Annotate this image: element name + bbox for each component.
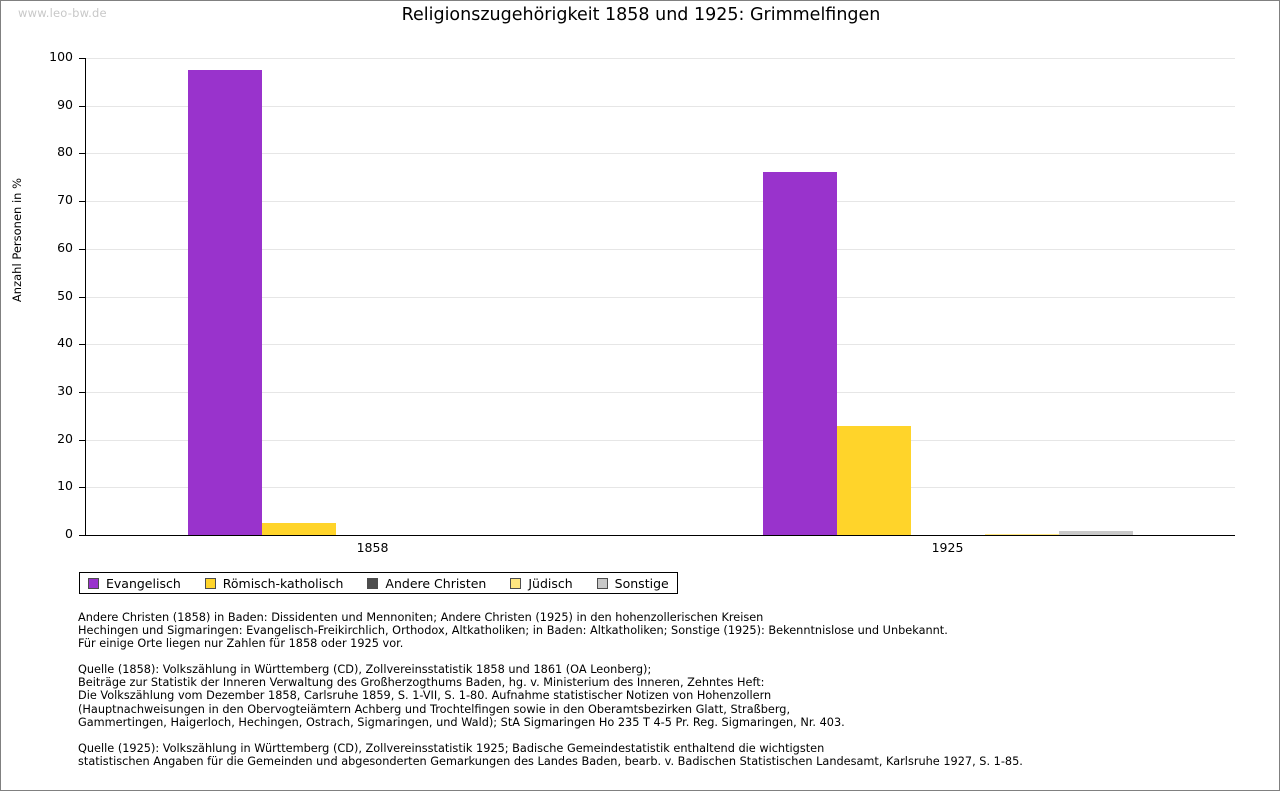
y-axis-title: Anzahl Personen in % xyxy=(10,177,24,303)
bar-1925-r-misch-katholisch[interactable] xyxy=(836,425,911,535)
footnote-line: Beiträge zur Statistik der Inneren Verwa… xyxy=(78,676,765,690)
gridline xyxy=(86,487,1235,489)
gridline xyxy=(86,439,1235,441)
tick-mark xyxy=(79,344,85,346)
y-axis-line xyxy=(85,58,86,535)
watermark-leo-bw: www.leo-bw.de xyxy=(18,6,107,20)
y-tick-label: 70 xyxy=(57,192,73,208)
tick-mark xyxy=(79,487,85,489)
legend-item-sonstige[interactable]: Sonstige xyxy=(596,575,669,591)
footnote-line: Die Volkszählung vom Dezember 1858, Carl… xyxy=(78,689,772,703)
y-tick-label: 50 xyxy=(57,287,73,303)
legend-swatch-icon xyxy=(596,577,608,589)
legend-label: Andere Christen xyxy=(385,575,487,591)
tick-mark xyxy=(79,296,85,298)
y-tick-label: 30 xyxy=(57,382,73,398)
y-tick-label: 10 xyxy=(57,478,73,494)
legend-item-j-disch[interactable]: Jüdisch xyxy=(510,576,596,591)
legend-label: Römisch-katholisch xyxy=(222,575,344,591)
footnote-line: statistischen Angaben für die Gemeinden … xyxy=(78,754,1023,768)
gridline xyxy=(86,153,1235,155)
tick-mark xyxy=(79,153,85,155)
legend-swatch-icon xyxy=(510,577,522,589)
x-tick-label-1858: 1858 xyxy=(356,540,389,555)
legend-item-evangelisch[interactable]: Evangelisch xyxy=(88,576,205,591)
y-tick-label: 60 xyxy=(57,239,73,255)
y-tick-label: 0 xyxy=(65,526,73,541)
page-title: Religionszugehörigkeit 1858 und 1925: Gr… xyxy=(401,5,881,25)
gridline xyxy=(86,391,1235,393)
footnote-line: Hechingen und Sigmaringen: Evangelisch-F… xyxy=(78,624,948,638)
tick-mark xyxy=(79,391,85,393)
footnote-line: (Hauptnachweisungen in den Obervogteiämt… xyxy=(78,702,791,716)
footnote-block: Quelle (1858): Volkszählung in Württembe… xyxy=(78,663,1208,728)
tick-mark xyxy=(79,201,85,203)
legend-swatch-icon xyxy=(367,577,379,589)
y-tick-label: 100 xyxy=(49,49,73,64)
footnote-line: Quelle (1858): Volkszählung in Württembe… xyxy=(78,663,652,677)
y-tick-label: 20 xyxy=(57,430,73,446)
footnote-line: Gammertingen, Haigerloch, Hechingen, Ost… xyxy=(78,715,845,729)
footnote-block: Andere Christen (1858) in Baden: Disside… xyxy=(78,611,1208,650)
footnotes: Andere Christen (1858) in Baden: Disside… xyxy=(78,611,1208,781)
x-tick-label-1925: 1925 xyxy=(931,540,964,555)
plot-area: 0 10 20 30 40 50 60 70 80 90 100 1858 1925 xyxy=(49,50,1235,555)
tick-mark xyxy=(79,248,85,250)
y-tick-label: 40 xyxy=(57,335,73,351)
bar-1858-r-misch-katholisch[interactable] xyxy=(261,523,336,535)
bar-1858-evangelisch[interactable] xyxy=(187,70,262,535)
bar-1925-sonstige[interactable] xyxy=(1058,530,1133,535)
legend-swatch-icon xyxy=(204,577,216,589)
bar-1925-evangelisch[interactable] xyxy=(762,171,837,535)
chart-legend: Evangelisch Römisch-katholisch Andere Chri… xyxy=(79,572,678,594)
legend-label: Jüdisch xyxy=(528,575,573,591)
tick-mark xyxy=(79,535,85,536)
footnote-line: Andere Christen (1858) in Baden: Disside… xyxy=(78,611,764,624)
footnote-line: Für einige Orte liegen nur Zahlen für 18… xyxy=(78,637,404,651)
legend-item-r-misch-katholisch[interactable]: Römisch-katholisch xyxy=(204,575,368,591)
legend-item-andere-christen[interactable]: Andere Christen xyxy=(367,576,510,591)
footnote-line: Quelle (1925): Volkszählung in Württembe… xyxy=(78,741,825,755)
gridline xyxy=(86,296,1235,298)
y-tick-label: 90 xyxy=(57,96,73,112)
tick-mark xyxy=(79,105,85,107)
gridline xyxy=(86,344,1235,346)
gridline xyxy=(86,201,1235,203)
legend-label: Sonstige xyxy=(614,575,669,591)
gridline xyxy=(86,105,1235,107)
y-tick-label: 80 xyxy=(57,144,73,160)
legend-label: Evangelisch xyxy=(106,575,181,591)
tick-mark xyxy=(79,58,85,59)
x-axis-line xyxy=(85,534,1235,536)
footnote-block: Quelle (1925): Volkszählung in Württembe… xyxy=(78,742,1208,768)
gridline xyxy=(86,248,1235,250)
tick-mark xyxy=(79,439,85,441)
gridline xyxy=(86,58,1235,59)
bar-1925-j-disch[interactable] xyxy=(984,534,1059,535)
legend-swatch-icon xyxy=(88,577,99,589)
